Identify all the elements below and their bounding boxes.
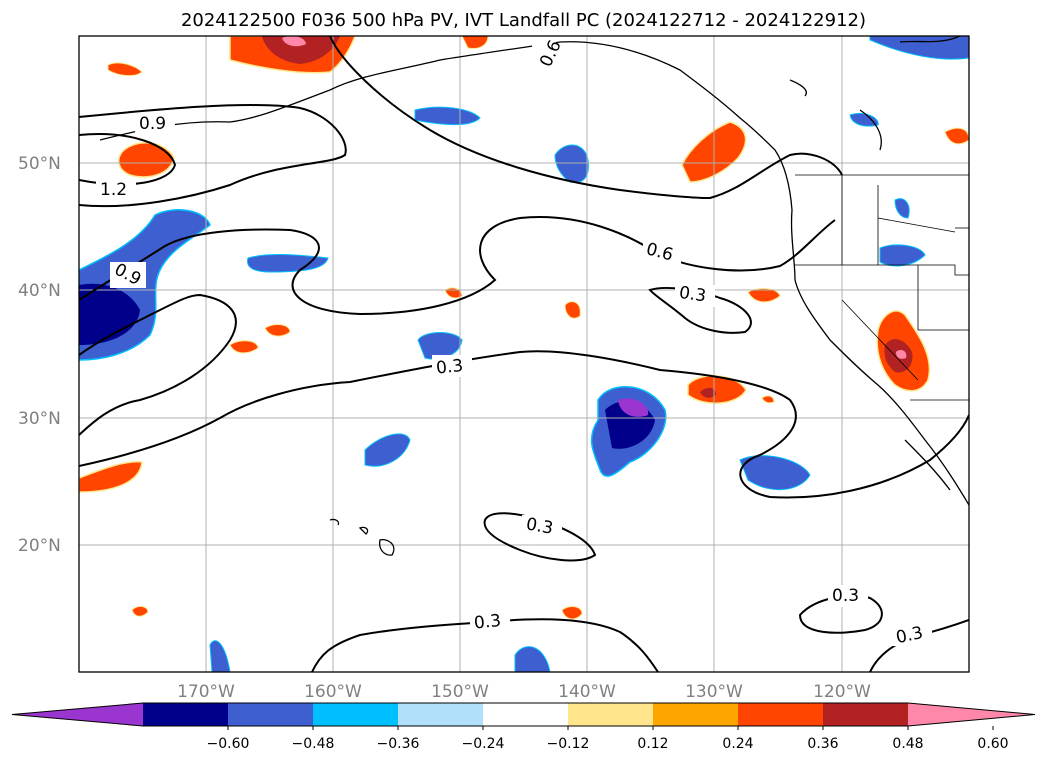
- colorbar-tick-label: −0.60: [207, 736, 250, 752]
- positive-anomaly-8: [264, 324, 291, 337]
- colorbar-extend-max: [908, 703, 1035, 726]
- colorbar-extend-min: [12, 703, 143, 726]
- positive-anomaly-2: [107, 62, 143, 77]
- contour-label: 0.3: [435, 356, 464, 379]
- lat-label: 40°N: [18, 281, 61, 301]
- colorbar: −0.60 −0.48 −0.36 −0.24 −0.12 0.12 0.24 0.36 0.4…: [11, 702, 1036, 752]
- contour-label: 0.3: [473, 611, 502, 634]
- colorbar-segment: [823, 703, 908, 726]
- contour-label: 0.3: [525, 514, 555, 538]
- negative-anomaly-ne-corner: [869, 36, 969, 60]
- negative-anomaly-9: [209, 640, 231, 672]
- longitude-labels: 170°W 160°W 150°W 140°W 130°W 120°W: [177, 682, 871, 702]
- purple-core-6: [618, 398, 649, 417]
- colorbar-segment: [738, 703, 823, 726]
- negative-anomaly-2: [554, 144, 589, 184]
- colorbar-tick-label: −0.36: [377, 736, 420, 752]
- colorbar-segment: [653, 703, 738, 726]
- colorbar-tick-label: 0.36: [807, 736, 838, 752]
- colorbar-segment: [568, 703, 653, 726]
- shaded-field: [79, 36, 969, 672]
- positive-anomaly-6: [444, 287, 463, 299]
- positive-anomaly-7: [564, 301, 581, 319]
- lon-label: 130°W: [685, 682, 743, 702]
- contour-label: 1.2: [100, 180, 127, 200]
- negative-anomaly-11: [849, 112, 879, 127]
- contour-label: 0.3: [832, 586, 859, 606]
- colorbar-tick-label: 0.60: [977, 736, 1008, 752]
- lat-label: 30°N: [18, 409, 61, 429]
- lon-label: 140°W: [558, 682, 616, 702]
- positive-core-north: [262, 36, 340, 64]
- negative-anomaly-10: [879, 244, 926, 267]
- colorbar-segment: [228, 703, 313, 726]
- contour-label-backs: [96, 42, 932, 646]
- gridlines: [79, 36, 969, 672]
- map-frame: [78, 35, 970, 673]
- lat-label: 20°N: [18, 536, 61, 556]
- political-borders: [795, 174, 969, 401]
- positive-anomaly-10: [687, 375, 747, 404]
- colorbar-segment: [483, 703, 568, 726]
- map-title: 2024122500 F036 500 hPa PV, IVT Landfall…: [180, 10, 867, 31]
- lon-label: 170°W: [177, 682, 235, 702]
- positive-core-10: [700, 387, 716, 398]
- negative-core-west: [79, 283, 140, 345]
- lon-label: 150°W: [431, 682, 489, 702]
- lon-label: 120°W: [813, 682, 871, 702]
- negative-anomaly-3: [246, 254, 329, 273]
- colorbar-tick-label: 0.12: [637, 736, 668, 752]
- colorbar-segment: [313, 703, 398, 726]
- positive-anomaly-12: [131, 605, 149, 617]
- colorbar-tick-label: −0.48: [292, 736, 335, 752]
- negative-anomaly-8: [514, 646, 551, 672]
- positive-anomaly-13: [561, 606, 583, 620]
- negative-anomaly-7: [739, 455, 811, 491]
- colorbar-outline: [11, 702, 1036, 727]
- negative-anomaly-5: [364, 433, 411, 467]
- colorbar-segment: [143, 703, 228, 726]
- contour-label: 0.9: [139, 114, 166, 134]
- negative-anomaly-1: [414, 106, 481, 126]
- colorbar-tick-label: −0.24: [462, 736, 505, 752]
- colorbar-tick-label: −0.12: [547, 736, 590, 752]
- contour-labels: 0.6 0.9 1.2 0.9 0.6 0.3 0.3 0.3 0.3 0.3 …: [100, 37, 925, 648]
- latitude-labels: 50°N 40°N 30°N 20°N: [18, 154, 61, 556]
- negative-anomaly-12: [894, 198, 910, 219]
- coastlines: [99, 36, 969, 556]
- contour-label: 0.3: [678, 283, 708, 307]
- positive-anomaly-4: [944, 127, 969, 145]
- colorbar-tick-label: 0.24: [722, 736, 753, 752]
- positive-anomaly-3: [117, 142, 175, 178]
- positive-anomaly-5: [747, 288, 781, 303]
- positive-anomaly-14: [761, 395, 775, 404]
- colorbar-tick-label: 0.48: [892, 736, 923, 752]
- positive-peak-north: [282, 36, 306, 47]
- positive-anomaly-11: [79, 461, 143, 493]
- colorbar-segment: [398, 703, 483, 726]
- positive-anomaly-1: [461, 36, 489, 49]
- lon-label: 160°W: [304, 682, 362, 702]
- positive-peak-california: [896, 350, 907, 359]
- pv-contours: [79, 36, 969, 672]
- lat-label: 50°N: [18, 154, 61, 174]
- positive-anomaly-9: [229, 340, 259, 354]
